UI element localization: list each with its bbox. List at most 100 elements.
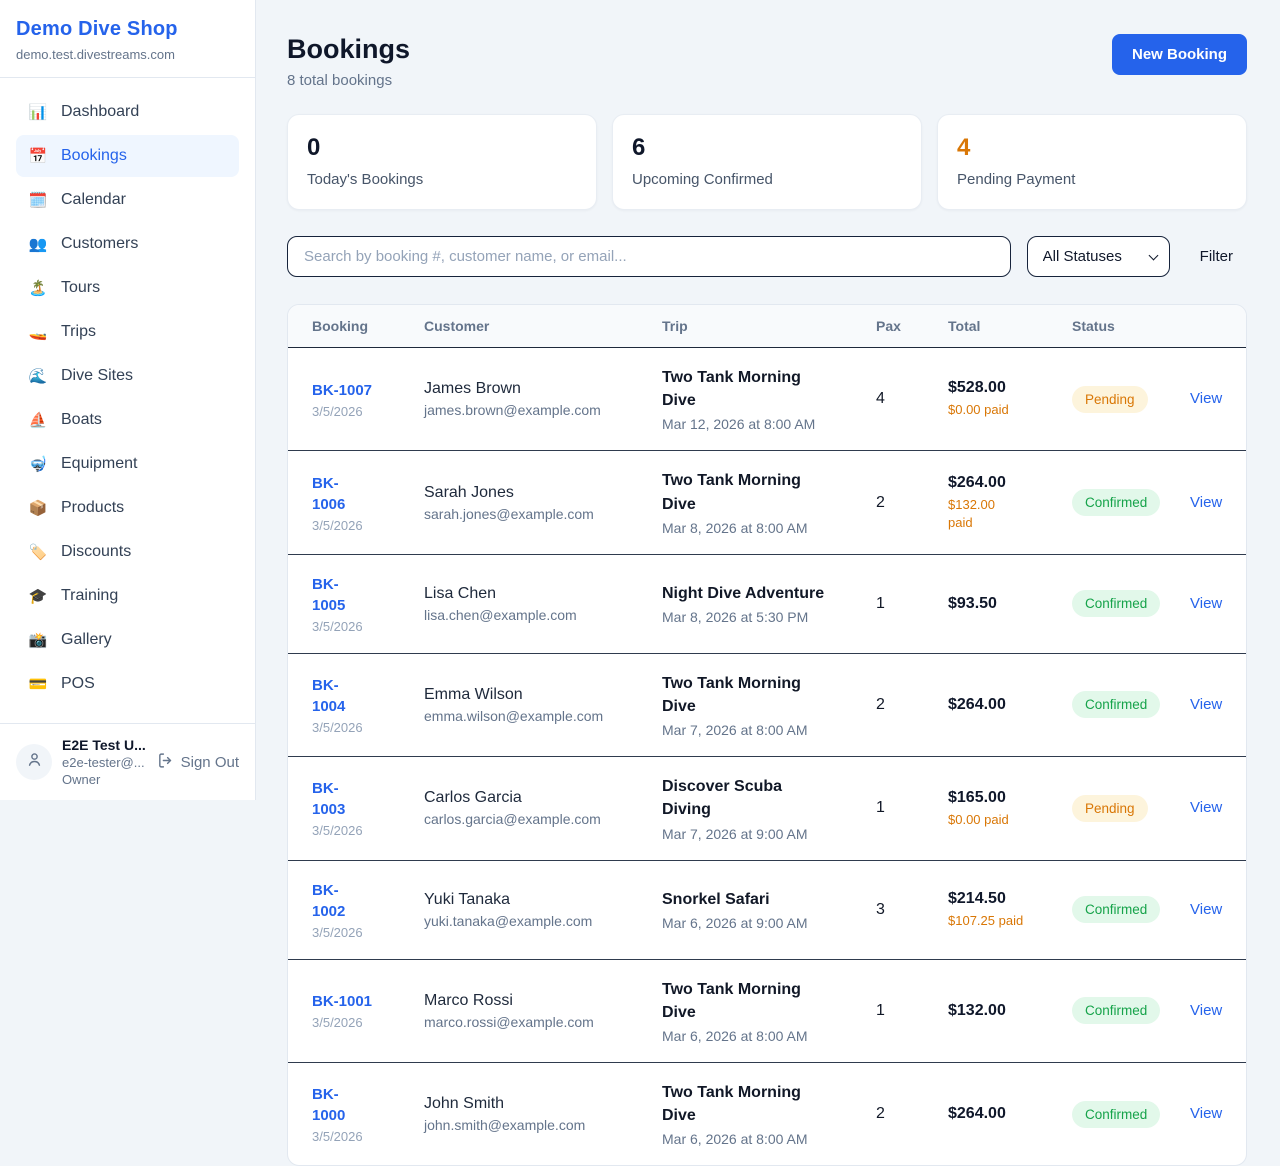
nav-item-label: Bookings xyxy=(61,147,127,164)
view-link[interactable]: View xyxy=(1190,594,1223,612)
booking-date: 3/5/2026 xyxy=(312,618,363,634)
booking-id-link[interactable]: BK-1002 xyxy=(312,881,346,920)
table-body: BK-1007 3/5/2026 James Brown james.brown… xyxy=(288,348,1246,1165)
sidebar-nav-item[interactable]: 🏷️ Discounts xyxy=(16,531,239,573)
customer-cell: John Smith john.smith@example.com xyxy=(424,1095,662,1133)
customer-email: lisa.chen@example.com xyxy=(424,606,577,623)
sidebar-nav-item[interactable]: 🎓 Training xyxy=(16,575,239,617)
trip-date: Mar 6, 2026 at 9:00 AM xyxy=(662,915,808,932)
booking-cell: BK-1001 3/5/2026 xyxy=(312,991,424,1030)
total-cell: $132.00 xyxy=(948,1002,1072,1020)
nav-item-label: Calendar xyxy=(61,191,126,208)
bookings-table: Booking Customer Trip Pax Total Status xyxy=(287,304,1247,1166)
trip-name: Two Tank Morning Dive xyxy=(662,1083,801,1125)
trip-cell: Snorkel Safari Mar 6, 2026 at 9:00 AM xyxy=(662,888,876,931)
trip-date: Mar 8, 2026 at 5:30 PM xyxy=(662,609,809,626)
sign-out-label: Sign Out xyxy=(180,753,239,771)
user-role: Owner xyxy=(62,772,101,787)
sidebar-nav-item[interactable]: 📊 Dashboard xyxy=(16,91,239,133)
trip-cell: Two Tank Morning Dive Mar 12, 2026 at 8:… xyxy=(662,366,876,432)
booking-id-link[interactable]: BK-1007 xyxy=(312,381,373,399)
table-header-row: Booking Customer Trip Pax Total Status xyxy=(288,305,1246,348)
view-cell: View xyxy=(1190,696,1246,714)
sidebar-nav-item[interactable]: 📸 Gallery xyxy=(16,619,239,661)
nav-item-icon: 🏷️ xyxy=(28,543,48,561)
nav-item-label: Customers xyxy=(61,235,139,252)
booking-cell: BK-1003 3/5/2026 xyxy=(312,778,424,838)
nav-item-icon: ⛵ xyxy=(28,411,48,429)
booking-id-link[interactable]: BK-1001 xyxy=(312,993,373,1011)
table-row: BK-1000 3/5/2026 John Smith john.smith@e… xyxy=(288,1063,1246,1165)
search-input[interactable] xyxy=(287,236,1011,277)
nav-item-label: Trips xyxy=(61,323,96,340)
table-row: BK-1006 3/5/2026 Sarah Jones sarah.jones… xyxy=(288,451,1246,555)
booking-id-link[interactable]: BK-1005 xyxy=(312,575,346,614)
booking-id-link[interactable]: BK-1006 xyxy=(312,474,346,513)
person-icon xyxy=(25,750,44,774)
sidebar-nav-item[interactable]: 🗓️ Calendar xyxy=(16,179,239,221)
status-badge: Confirmed xyxy=(1072,1100,1161,1128)
nav-item-icon: 📅 xyxy=(28,147,48,165)
booking-id-link[interactable]: BK-1000 xyxy=(312,1086,346,1125)
view-link[interactable]: View xyxy=(1190,799,1223,817)
table-column-header: Trip xyxy=(662,318,688,334)
trip-name: Night Dive Adventure xyxy=(662,585,825,603)
view-link[interactable]: View xyxy=(1190,493,1223,511)
sidebar-nav-item[interactable]: 🚤 Trips xyxy=(16,311,239,353)
customer-name: Lisa Chen xyxy=(424,584,497,602)
trip-name: Two Tank Morning Dive xyxy=(662,674,801,715)
status-cell: Pending xyxy=(1072,385,1190,413)
customer-cell: Marco Rossi marco.rossi@example.com xyxy=(424,992,662,1030)
view-link[interactable]: View xyxy=(1190,1105,1223,1123)
view-link[interactable]: View xyxy=(1190,390,1223,408)
status-badge: Pending xyxy=(1072,385,1148,413)
status-filter-select[interactable]: All Statuses xyxy=(1026,236,1170,277)
sidebar-nav-item[interactable]: 🏝️ Tours xyxy=(16,267,239,309)
view-cell: View xyxy=(1190,1002,1246,1020)
sidebar-nav-item[interactable]: 💳 POS xyxy=(16,663,239,705)
view-link[interactable]: View xyxy=(1190,695,1223,713)
paid-amount: $0.00 paid xyxy=(948,402,1009,418)
filter-button[interactable]: Filter xyxy=(1186,248,1247,265)
sidebar-nav-item[interactable]: 🌊 Dive Sites xyxy=(16,355,239,397)
sidebar-nav-item[interactable]: ⛵ Boats xyxy=(16,399,239,441)
view-link[interactable]: View xyxy=(1190,900,1223,918)
nav-item-icon: 📊 xyxy=(28,103,48,121)
total-amount: $264.00 xyxy=(948,695,1006,713)
trip-cell: Night Dive Adventure Mar 8, 2026 at 5:30… xyxy=(662,582,876,625)
nav-item-icon: 👥 xyxy=(28,235,48,253)
nav-item-icon: 🏝️ xyxy=(28,279,48,297)
nav-item-icon: 🌊 xyxy=(28,367,48,385)
view-cell: View xyxy=(1190,799,1246,817)
stat-label: Upcoming Confirmed xyxy=(632,171,773,188)
new-booking-button[interactable]: New Booking xyxy=(1111,34,1247,75)
paid-amount: $132.00 paid xyxy=(948,497,995,530)
booking-id-link[interactable]: BK-1003 xyxy=(312,780,346,819)
user-info: E2E Test U... e2e-tester@... Owner xyxy=(62,737,147,787)
view-link[interactable]: View xyxy=(1190,1001,1223,1019)
sidebar-nav-item[interactable]: 📦 Products xyxy=(16,487,239,529)
nav-item-label: Products xyxy=(61,499,125,516)
filter-controls: All Statuses Filter xyxy=(287,236,1247,277)
customer-cell: James Brown james.brown@example.com xyxy=(424,380,662,418)
table-column-header: Booking xyxy=(312,318,368,334)
table-row: BK-1004 3/5/2026 Emma Wilson emma.wilson… xyxy=(288,654,1246,758)
customer-email: emma.wilson@example.com xyxy=(424,707,604,724)
table-column-header: Total xyxy=(948,318,981,334)
nav-item-icon: 🚤 xyxy=(28,323,48,341)
sign-out-button[interactable]: Sign Out xyxy=(157,752,239,773)
booking-date: 3/5/2026 xyxy=(312,823,363,839)
booking-date: 3/5/2026 xyxy=(312,1015,363,1031)
sign-out-icon xyxy=(157,752,174,773)
sidebar-nav-item[interactable]: 👥 Customers xyxy=(16,223,239,265)
status-badge: Confirmed xyxy=(1072,590,1161,618)
booking-date: 3/5/2026 xyxy=(312,1129,363,1145)
customer-email: sarah.jones@example.com xyxy=(424,505,594,522)
avatar xyxy=(16,744,52,780)
trip-name: Two Tank Morning Dive xyxy=(662,980,801,1021)
booking-id-link[interactable]: BK-1004 xyxy=(312,676,346,715)
sidebar-nav: 📊 Dashboard 📅 Bookings 🗓️ Calendar 👥 Cus… xyxy=(0,78,255,723)
sidebar-nav-item[interactable]: 📅 Bookings xyxy=(16,135,239,177)
sidebar-nav-item[interactable]: 🤿 Equipment xyxy=(16,443,239,485)
table-row: BK-1001 3/5/2026 Marco Rossi marco.rossi… xyxy=(288,960,1246,1063)
